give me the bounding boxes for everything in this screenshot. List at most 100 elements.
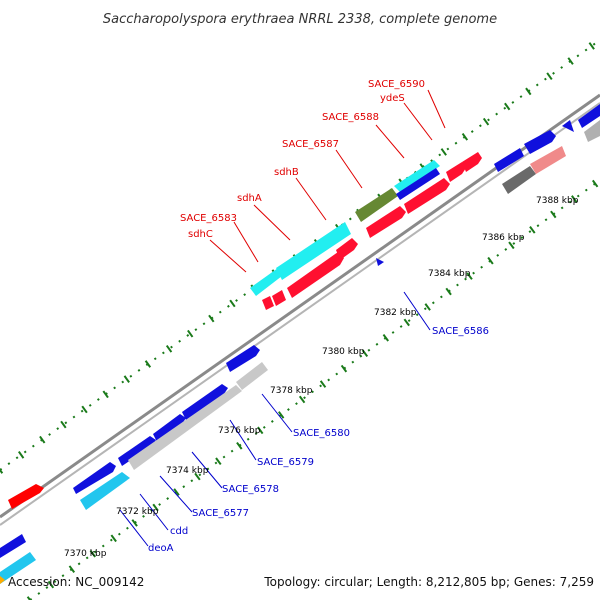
tick-mark bbox=[550, 210, 557, 219]
tick-mark bbox=[131, 519, 138, 527]
tick-mark bbox=[482, 117, 490, 126]
scale-label: 7384 kbp bbox=[428, 269, 471, 279]
tick-mark bbox=[165, 345, 173, 353]
gene-feature[interactable] bbox=[272, 290, 286, 306]
tick-mark bbox=[68, 565, 76, 573]
accession-text: Accession: NC_009142 bbox=[8, 575, 144, 589]
tick-mark bbox=[102, 390, 109, 399]
tick-mark bbox=[361, 349, 369, 358]
tick-mark bbox=[445, 287, 452, 296]
scale-label: 7378 kbp bbox=[270, 386, 313, 396]
tick-mark bbox=[382, 333, 390, 342]
gene-feature[interactable] bbox=[336, 238, 358, 260]
tick-mark bbox=[208, 314, 215, 323]
gene-feature[interactable] bbox=[562, 120, 574, 132]
leader-lines bbox=[119, 89, 446, 547]
tick-mark bbox=[487, 256, 494, 265]
corner-marker-icon bbox=[0, 576, 5, 584]
tick-mark bbox=[504, 102, 511, 111]
tick-mark bbox=[529, 226, 536, 234]
gene-label-sace-6590[interactable]: SACE_6590 bbox=[368, 79, 425, 90]
gene-label-sace-6577[interactable]: SACE_6577 bbox=[192, 508, 249, 519]
tick-mark bbox=[229, 299, 236, 308]
gene-label-ydes[interactable]: ydeS bbox=[380, 93, 405, 104]
gene-feature[interactable] bbox=[262, 296, 274, 310]
gene-feature[interactable] bbox=[530, 146, 566, 174]
gene-feature[interactable] bbox=[502, 166, 536, 194]
gene-label-sace-6586[interactable]: SACE_6586 bbox=[432, 326, 489, 337]
reverse-labels: SACE_6586 SACE_6580 SACE_6579 SACE_6578 … bbox=[148, 326, 489, 554]
gene-label-sace-6588[interactable]: SACE_6588 bbox=[322, 112, 379, 123]
gene-label-sace-6583[interactable]: SACE_6583 bbox=[180, 213, 237, 224]
tick-mark bbox=[257, 426, 264, 435]
tick-mark bbox=[0, 468, 4, 474]
tick-mark bbox=[461, 132, 469, 141]
gene-label-deoa[interactable]: deoA bbox=[148, 543, 174, 554]
tick-mark bbox=[123, 375, 130, 383]
gene-feature[interactable] bbox=[396, 168, 440, 200]
gene-feature[interactable] bbox=[578, 104, 600, 128]
gene-feature[interactable] bbox=[494, 148, 524, 172]
gene-feature[interactable] bbox=[118, 436, 156, 466]
tick-mark bbox=[144, 360, 152, 368]
gene-feature[interactable] bbox=[287, 252, 344, 298]
tick-mark bbox=[152, 503, 159, 512]
inner-dot-ring bbox=[29, 179, 600, 600]
gene-feature[interactable] bbox=[73, 462, 116, 494]
tick-mark bbox=[26, 596, 32, 600]
gene-feature[interactable] bbox=[404, 178, 450, 214]
tick-mark bbox=[215, 457, 222, 466]
tick-mark bbox=[546, 72, 553, 81]
gene-feature[interactable] bbox=[276, 222, 351, 280]
tick-mark bbox=[591, 179, 599, 188]
scale-label: 7382 kbp bbox=[374, 308, 417, 318]
forward-labels: SACE_6590 ydeS SACE_6588 SACE_6587 sdhB … bbox=[180, 79, 425, 240]
gene-feature[interactable] bbox=[8, 484, 44, 509]
tick-mark bbox=[319, 380, 327, 388]
gene-feature[interactable] bbox=[376, 258, 384, 266]
gene-feature[interactable] bbox=[0, 534, 26, 558]
gene-feature[interactable] bbox=[80, 472, 130, 510]
tick-mark bbox=[194, 472, 201, 481]
tick-mark bbox=[525, 87, 532, 96]
gene-label-cdd[interactable]: cdd bbox=[170, 526, 188, 537]
gene-feature[interactable] bbox=[128, 385, 242, 470]
gene-label-sdhc[interactable]: sdhC bbox=[188, 229, 213, 240]
gene-feature[interactable] bbox=[0, 552, 36, 584]
gene-feature[interactable] bbox=[153, 414, 186, 442]
gene-feature[interactable] bbox=[236, 362, 268, 390]
gene-label-sdhb[interactable]: sdhB bbox=[274, 167, 299, 178]
gene-feature[interactable] bbox=[584, 120, 600, 142]
gene-label-sdha[interactable]: sdhA bbox=[237, 193, 262, 204]
tick-mark bbox=[508, 241, 515, 250]
gene-feature[interactable] bbox=[446, 162, 466, 182]
gene-feature[interactable] bbox=[250, 268, 282, 296]
tick-mark bbox=[298, 395, 306, 404]
gene-feature[interactable] bbox=[226, 345, 260, 372]
tick-mark bbox=[110, 534, 117, 543]
gene-feature[interactable] bbox=[366, 206, 406, 238]
tick-mark bbox=[236, 441, 243, 450]
scale-label: 7380 kbp bbox=[322, 347, 365, 357]
gene-label-sace-6578[interactable]: SACE_6578 bbox=[222, 484, 279, 495]
gene-feature[interactable] bbox=[394, 160, 440, 192]
gene-feature[interactable] bbox=[182, 384, 228, 420]
tick-mark bbox=[187, 329, 194, 338]
gene-feature[interactable] bbox=[462, 152, 482, 172]
tick-mark bbox=[567, 57, 574, 65]
gene-feature[interactable] bbox=[524, 130, 556, 154]
tick-mark bbox=[403, 318, 410, 327]
gene-label-sace-6579[interactable]: SACE_6579 bbox=[257, 457, 314, 468]
tick-mark bbox=[340, 364, 348, 373]
genome-summary-text: Topology: circular; Length: 8,212,805 bp… bbox=[263, 575, 594, 589]
tick-mark bbox=[173, 488, 180, 496]
tick-mark bbox=[39, 435, 46, 444]
gene-feature[interactable] bbox=[355, 188, 398, 222]
backbone-inner bbox=[0, 102, 600, 526]
scale-label: 7388 kbp bbox=[536, 196, 579, 206]
gene-label-sace-6580[interactable]: SACE_6580 bbox=[293, 428, 350, 439]
gene-label-sace-6587[interactable]: SACE_6587 bbox=[282, 139, 339, 150]
tick-mark bbox=[571, 195, 578, 203]
tick-mark bbox=[60, 420, 67, 429]
